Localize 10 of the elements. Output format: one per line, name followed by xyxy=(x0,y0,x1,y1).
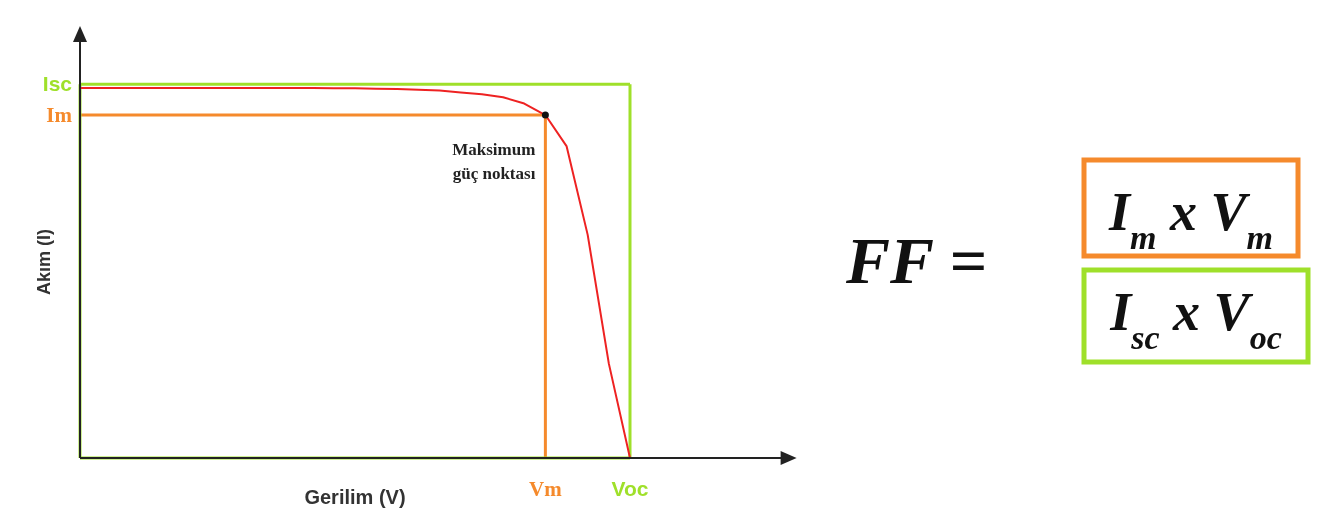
x-tick-label: Voc xyxy=(611,477,649,500)
y-axis-title: Akım (I) xyxy=(34,228,54,296)
text: FF = xyxy=(845,224,987,297)
x-tick-label: Vm xyxy=(529,477,563,501)
ref-line-label: Isc xyxy=(42,72,73,96)
annotation: Maksimum güç noktası xyxy=(452,140,536,184)
text: I$_{m}$ x V$_{m}$ xyxy=(1108,182,1273,256)
x-axis-title: Gerilim (V) xyxy=(304,486,406,508)
ref-line-label: Im xyxy=(46,103,73,128)
text: I$_{sc}$ x V$_{oc}$ xyxy=(1109,282,1282,356)
